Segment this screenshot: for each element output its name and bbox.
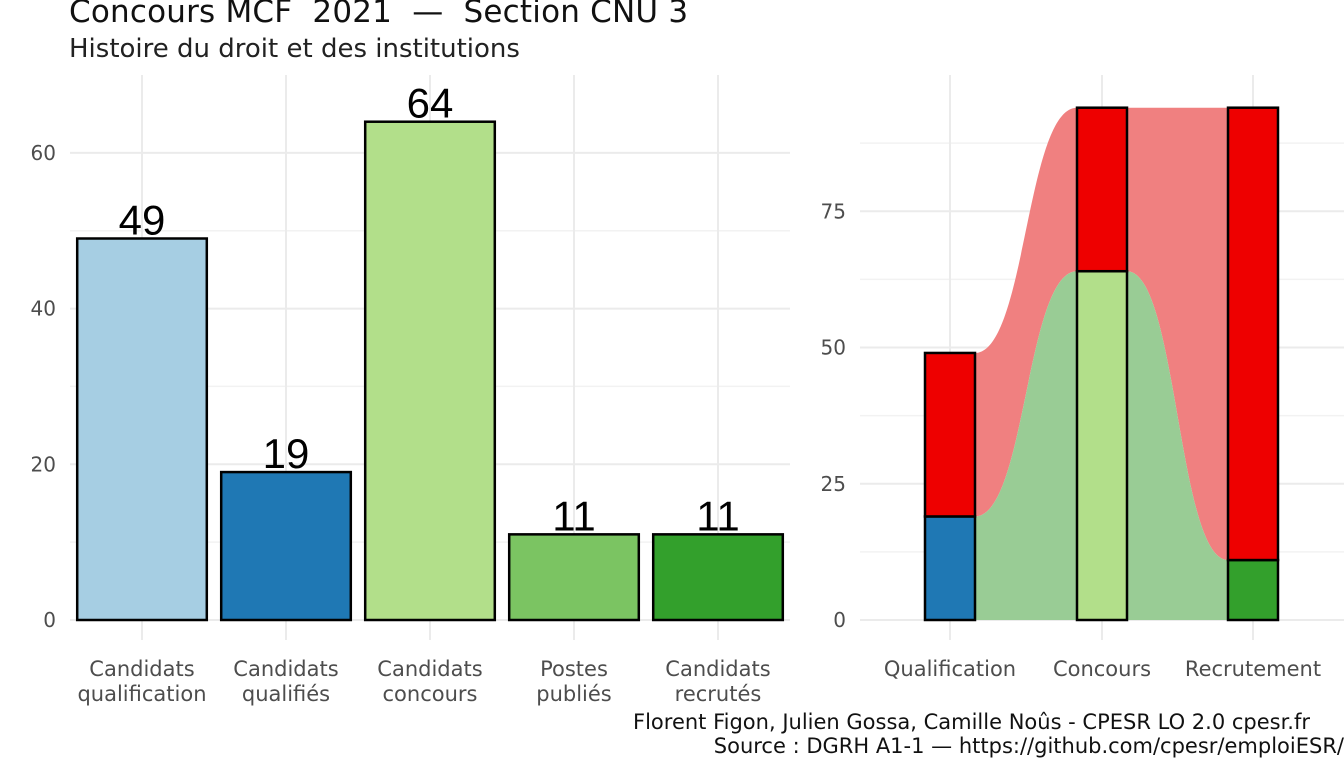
y-tick-label: 40 bbox=[31, 297, 56, 321]
bar-value-label: 49 bbox=[119, 197, 166, 244]
bar bbox=[363, 120, 497, 622]
x-category-label: Candidats qualification bbox=[77, 657, 206, 706]
flow-ribbon bbox=[975, 107, 1228, 561]
bar-value-label: 64 bbox=[407, 80, 454, 127]
chart-subtitle: Histoire du droit et des institutions bbox=[69, 34, 520, 64]
chart-title: Concours MCF 2021 — Section CNU 3 bbox=[69, 0, 689, 30]
y-tick-label: 60 bbox=[31, 141, 56, 165]
y-tick-label: 20 bbox=[31, 452, 56, 476]
bar bbox=[75, 237, 209, 622]
right-flow-chart: 0 25 50 75 Qualification Concours Recrutement bbox=[821, 75, 1344, 681]
x-category-label-line: qualifiés bbox=[242, 682, 330, 706]
x-category-label: Candidats qualifiés bbox=[233, 657, 338, 706]
bar bbox=[507, 533, 641, 622]
y-tick-label: 0 bbox=[43, 608, 56, 632]
x-category-label: Concours bbox=[1053, 657, 1151, 681]
x-category-label: Candidats concours bbox=[377, 657, 482, 706]
x-category-label: Postes publiés bbox=[536, 657, 612, 706]
caption-authors: Florent Figon, Julien Gossa, Camille Noû… bbox=[633, 710, 1310, 734]
x-category-label-line: publiés bbox=[536, 682, 612, 706]
x-category-label-line: Candidats bbox=[233, 657, 338, 681]
bar-value-label: 11 bbox=[696, 492, 740, 539]
y-tick-label: 25 bbox=[821, 472, 846, 496]
stacked-bar-segment bbox=[1226, 106, 1280, 562]
x-category-label-line: Postes bbox=[540, 657, 608, 681]
y-tick-label: 50 bbox=[821, 336, 846, 360]
x-category-label-line: concours bbox=[383, 682, 478, 706]
stacked-bar-segment bbox=[1075, 269, 1129, 622]
stacked-bar-segment bbox=[923, 515, 977, 622]
stacked-bar-segment bbox=[1075, 106, 1129, 273]
bar bbox=[651, 533, 785, 622]
x-category-label: Qualification bbox=[884, 657, 1016, 681]
stacked-bar-segment bbox=[1226, 558, 1280, 622]
y-tick-label: 75 bbox=[821, 199, 846, 223]
x-category-label-line: recrutés bbox=[675, 682, 762, 706]
x-category-label-line: Candidats bbox=[665, 657, 770, 681]
x-category-label-line: Candidats bbox=[89, 657, 194, 681]
bar-value-label: 11 bbox=[552, 492, 596, 539]
x-category-label-line: Candidats bbox=[377, 657, 482, 681]
bar-value-label: 19 bbox=[263, 430, 310, 477]
x-category-label: Candidats recrutés bbox=[665, 657, 770, 706]
y-tick-label: 0 bbox=[833, 608, 846, 632]
caption-source: Source : DGRH A1-1 — https://github.com/… bbox=[713, 734, 1344, 758]
bar bbox=[219, 470, 353, 622]
x-category-label-line: qualification bbox=[77, 682, 206, 706]
stacked-bar-segment bbox=[923, 351, 977, 518]
x-category-label: Recrutement bbox=[1185, 657, 1321, 681]
